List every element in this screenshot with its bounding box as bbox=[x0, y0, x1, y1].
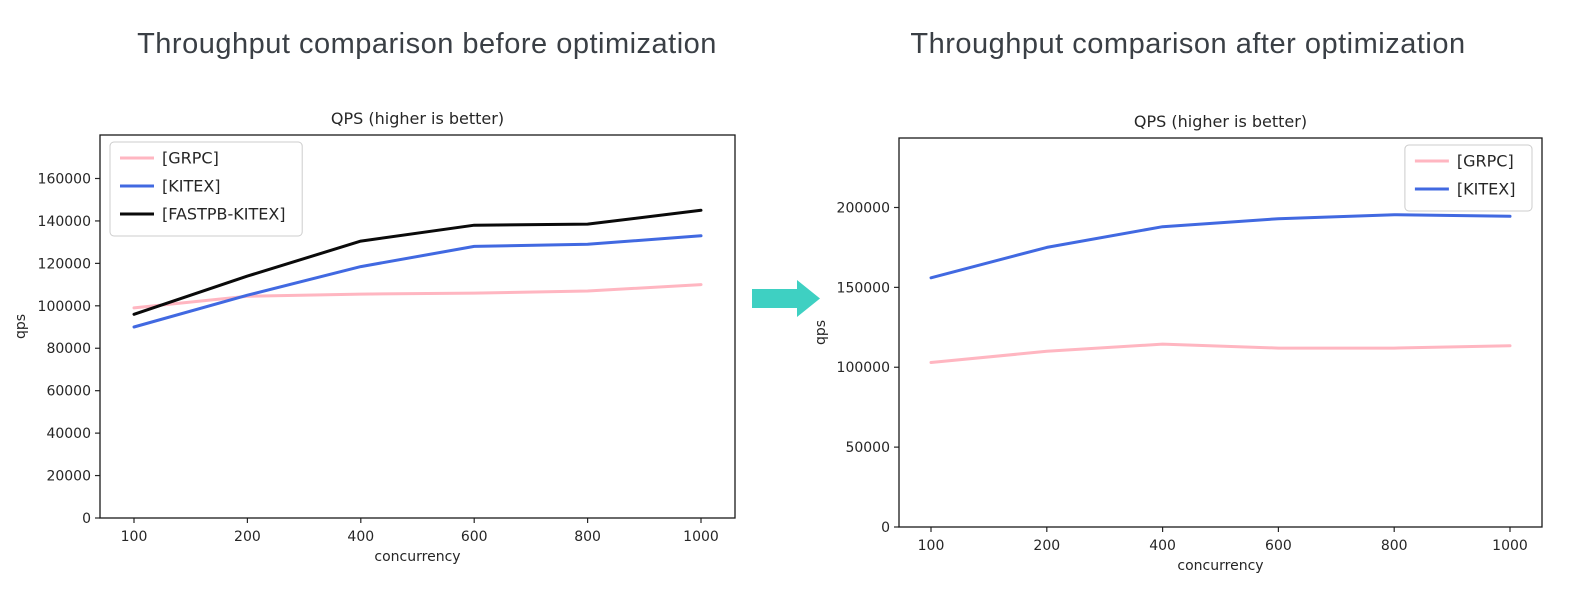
y-tick-label: 50000 bbox=[845, 440, 890, 456]
plot-area bbox=[898, 137, 1543, 528]
x-tick-label: 600 bbox=[461, 529, 488, 545]
y-axis-label: qps bbox=[13, 314, 29, 339]
y-tick-label: 100000 bbox=[837, 360, 890, 376]
y-tick-label: 200000 bbox=[837, 200, 890, 216]
arrow-right-icon bbox=[752, 280, 820, 317]
x-tick-label: 200 bbox=[234, 529, 261, 545]
chart-before: QPS (higher is better) 0 20000 40000 60000 80… bbox=[13, 109, 736, 565]
y-tick-label: 160000 bbox=[38, 171, 91, 187]
series-line-kitex bbox=[929, 213, 1512, 280]
y-tick-label: 20000 bbox=[46, 469, 91, 485]
x-tick-label: 800 bbox=[574, 529, 601, 545]
plot-area bbox=[99, 134, 736, 519]
chart-title: QPS (higher is better) bbox=[1134, 112, 1307, 131]
y-tick-label: 140000 bbox=[38, 214, 91, 230]
y-axis-label: qps bbox=[813, 320, 829, 345]
transform-arrow bbox=[752, 280, 820, 317]
x-tick-label: 100 bbox=[121, 529, 148, 545]
legend-label: [FASTPB-KITEX] bbox=[162, 205, 286, 224]
legend-label: [GRPC] bbox=[162, 149, 219, 168]
legend: [GRPC] [KITEX] bbox=[1404, 144, 1533, 212]
x-axis-label: concurrency bbox=[374, 549, 460, 565]
legend-label: [KITEX] bbox=[162, 177, 221, 196]
y-tick-label: 40000 bbox=[46, 426, 91, 442]
x-axis-label: concurrency bbox=[1177, 558, 1263, 574]
x-tick-label: 200 bbox=[1033, 538, 1060, 554]
figure-title-after: Throughput comparison after optimization bbox=[910, 28, 1466, 60]
series-line-grpc bbox=[132, 283, 703, 310]
x-tick-label: 1000 bbox=[1492, 538, 1528, 554]
y-tick-label: 100000 bbox=[38, 299, 91, 315]
y-tick-label: 0 bbox=[82, 511, 91, 527]
chart-after: QPS (higher is better) 0 50000 100000 150000… bbox=[813, 112, 1543, 574]
series-line-kitex bbox=[132, 234, 703, 329]
series-line-grpc bbox=[929, 342, 1512, 364]
legend-box bbox=[109, 141, 303, 237]
y-tick-label: 80000 bbox=[46, 341, 91, 357]
legend: [GRPC] [KITEX] [FASTPB-KITEX] bbox=[109, 141, 303, 237]
x-tick-label: 600 bbox=[1265, 538, 1292, 554]
x-tick-label: 800 bbox=[1381, 538, 1408, 554]
legend-label: [KITEX] bbox=[1457, 180, 1516, 199]
figure-title-before: Throughput comparison before optimizatio… bbox=[137, 28, 717, 60]
x-tick-label: 100 bbox=[918, 538, 945, 554]
chart-title: QPS (higher is better) bbox=[331, 109, 504, 128]
y-tick-label: 0 bbox=[881, 520, 890, 536]
series-line-fastpb-kitex bbox=[132, 208, 703, 316]
x-tick-label: 400 bbox=[1149, 538, 1176, 554]
legend-label: [GRPC] bbox=[1457, 152, 1514, 171]
y-tick-label: 60000 bbox=[46, 384, 91, 400]
x-tick-label: 1000 bbox=[683, 529, 719, 545]
y-tick-label: 150000 bbox=[837, 280, 890, 296]
y-tick-label: 120000 bbox=[38, 256, 91, 272]
x-tick-label: 400 bbox=[347, 529, 374, 545]
